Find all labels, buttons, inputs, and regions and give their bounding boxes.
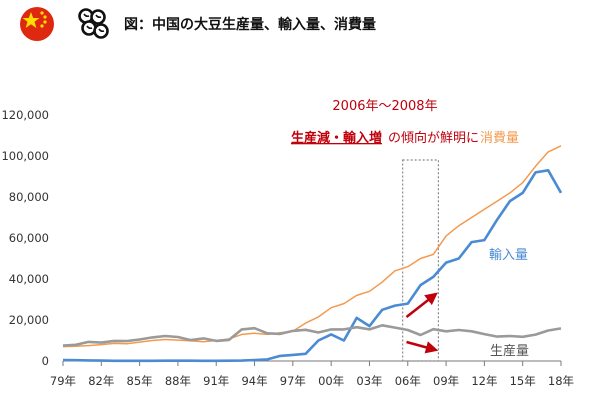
- chart-title: 図：中国の大豆生産量、輸入量、消費量: [124, 16, 376, 33]
- production-decrease-arrow: [406, 340, 439, 354]
- series-line-imports: [62, 169, 563, 363]
- annotation-emphasis: 生産減・輸入増: [291, 130, 382, 146]
- x-tick-label: 82年: [88, 374, 114, 388]
- highlight-period-box: [402, 159, 440, 362]
- x-tick-label: 18年: [548, 374, 574, 388]
- annotation-rest: の傾向が鮮明に: [388, 130, 479, 146]
- annotation-period: 2006年～2008年: [332, 99, 437, 114]
- y-tick-label: 80,000: [9, 190, 49, 204]
- y-axis-tick-labels: 0 20,000 40,000 60,000 80,000 100,000 120,000: [1, 108, 49, 368]
- x-tick-label: 91年: [203, 374, 229, 388]
- soybean-icon: [78, 8, 109, 39]
- series-label-imports: 輸入量: [489, 248, 528, 263]
- y-tick-label: 20,000: [9, 313, 49, 327]
- china-flag-icon: [20, 7, 54, 41]
- series-label-production: 生産量: [490, 343, 529, 359]
- y-tick-label: 120,000: [1, 108, 49, 122]
- series-label-consumption: 消費量: [480, 131, 519, 146]
- chart-header: 図：中国の大豆生産量、輸入量、消費量: [20, 7, 376, 41]
- x-tick-label: 03年: [356, 374, 382, 388]
- x-tick-label: 12年: [471, 374, 497, 388]
- x-axis-tick-labels: 79年 82年 85年 88年 91年 94年 97年 00年 03年 06年 09年 12年 15年 1…: [50, 374, 574, 388]
- x-tick-label: 09年: [433, 374, 459, 388]
- x-tick-label: 15年: [510, 374, 536, 388]
- x-tick-label: 88年: [165, 374, 191, 388]
- series-line-production: [62, 323, 562, 347]
- x-tick-label: 85年: [127, 374, 153, 388]
- x-tick-label: 94年: [241, 374, 267, 388]
- y-tick-label: 40,000: [9, 272, 49, 286]
- imports-increase-arrow: [405, 292, 438, 318]
- y-tick-label: 0: [42, 354, 49, 368]
- x-tick-label: 79年: [50, 374, 76, 388]
- x-tick-label: 97年: [280, 374, 306, 388]
- series-line-consumption: [62, 145, 562, 348]
- series-lines: [62, 145, 563, 363]
- x-tick-label: 06年: [395, 374, 421, 388]
- x-tick-label: 00年: [318, 374, 344, 388]
- y-tick-label: 100,000: [1, 149, 49, 163]
- y-tick-label: 60,000: [9, 231, 49, 245]
